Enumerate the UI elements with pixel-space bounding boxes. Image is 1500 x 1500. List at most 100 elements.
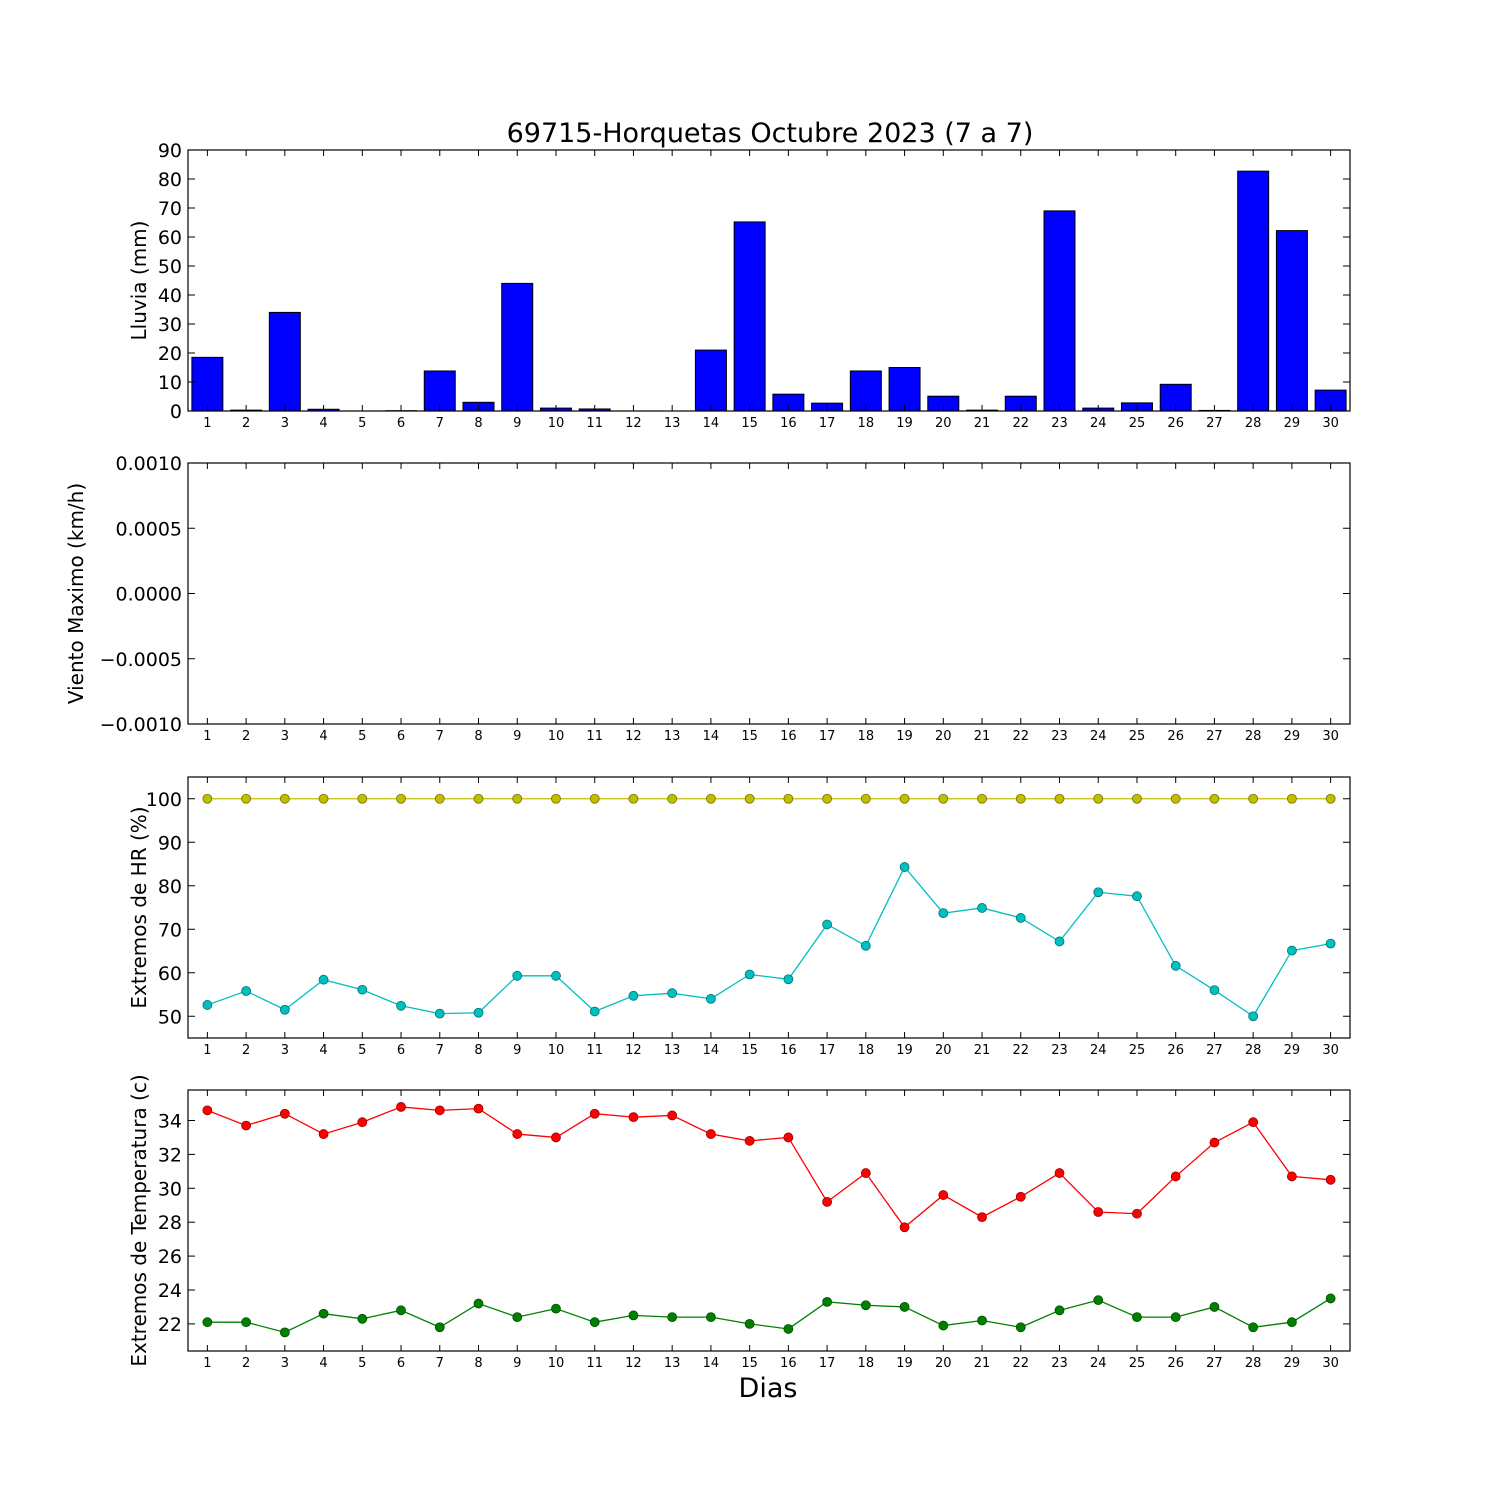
series-point xyxy=(744,1135,755,1146)
series-point xyxy=(1170,1171,1181,1182)
x-tick-label: 20 xyxy=(935,729,952,744)
series-point xyxy=(628,990,639,1001)
x-tick-label: 5 xyxy=(358,1356,366,1371)
series-point xyxy=(202,1000,213,1010)
y-tick-label: 90 xyxy=(158,832,182,854)
series-point xyxy=(1248,1322,1259,1333)
x-tick-label: 2 xyxy=(242,1043,250,1058)
x-tick-label: 24 xyxy=(1090,416,1107,431)
series-point xyxy=(473,1103,484,1114)
series-point xyxy=(318,974,329,985)
x-tick-label: 7 xyxy=(436,1043,444,1058)
x-tick-label: 28 xyxy=(1245,1043,1262,1058)
x-tick-label: 4 xyxy=(319,1356,327,1371)
series-point xyxy=(1015,793,1026,804)
x-tick-label: 1 xyxy=(203,1356,211,1371)
y-tick-label: 20 xyxy=(158,343,182,365)
x-tick-label: 2 xyxy=(242,729,250,744)
series-point xyxy=(938,1320,949,1331)
series-line-2 xyxy=(207,1297,1331,1334)
x-tick-label: 2 xyxy=(242,1356,250,1371)
x-tick-label: 1 xyxy=(203,729,211,744)
x-tick-label: 22 xyxy=(1012,416,1029,431)
x-tick-label: 30 xyxy=(1322,1356,1339,1371)
series-point xyxy=(1054,1305,1065,1316)
x-tick-label: 3 xyxy=(281,1356,289,1371)
series-point xyxy=(1209,1137,1220,1148)
y-tick-label: 30 xyxy=(158,1178,182,1200)
series-point xyxy=(1132,891,1142,902)
series-point xyxy=(1209,985,1220,996)
x-tick-label: 16 xyxy=(780,1356,797,1371)
x-tick-label: 3 xyxy=(281,416,289,431)
x-tick-label: 12 xyxy=(625,416,642,431)
x-tick-label: 26 xyxy=(1167,729,1184,744)
series-point xyxy=(357,1313,368,1324)
series-point xyxy=(1325,1293,1336,1304)
x-tick-label: 11 xyxy=(586,1356,603,1371)
y-axis-label: Viento Maximo (km/h) xyxy=(64,483,88,704)
x-tick-label: 26 xyxy=(1167,1356,1184,1371)
x-tick-label: 14 xyxy=(703,1356,720,1371)
x-tick-label: 4 xyxy=(319,1043,327,1058)
series-point xyxy=(706,793,716,804)
y-tick-label: 0 xyxy=(170,401,182,423)
rain-bar xyxy=(191,356,224,412)
series-point xyxy=(1132,1208,1142,1219)
x-tick-label: 19 xyxy=(896,1356,913,1371)
x-tick-label: 23 xyxy=(1051,416,1068,431)
x-tick-label: 7 xyxy=(436,729,444,744)
series-point xyxy=(241,1317,252,1328)
x-tick-label: 9 xyxy=(513,416,521,431)
series-point xyxy=(1287,945,1297,956)
series-point xyxy=(1054,1168,1065,1178)
y-axis-label: Lluvia (mm) xyxy=(127,221,151,341)
axes-frame xyxy=(187,149,1351,412)
rain-bar xyxy=(1043,210,1076,412)
series-point xyxy=(473,793,484,804)
x-tick-label: 28 xyxy=(1245,416,1262,431)
series-point xyxy=(473,1298,484,1309)
x-tick-label: 18 xyxy=(858,416,875,431)
x-tick-label: 12 xyxy=(625,729,642,744)
x-tick-label: 7 xyxy=(436,416,444,431)
x-tick-label: 20 xyxy=(935,1356,952,1371)
y-axis-label: Extremos de HR (%) xyxy=(127,806,151,1008)
x-tick-label: 13 xyxy=(664,416,681,431)
series-point xyxy=(589,793,600,804)
x-tick-label: 27 xyxy=(1206,729,1223,744)
x-tick-label: 2 xyxy=(242,416,250,431)
series-point xyxy=(822,1296,832,1307)
series-point xyxy=(628,793,639,804)
series-point xyxy=(899,1222,910,1233)
x-tick-label: 1 xyxy=(203,416,211,431)
x-tick-label: 13 xyxy=(664,729,681,744)
x-tick-label: 18 xyxy=(858,729,875,744)
series-point xyxy=(512,1129,523,1139)
x-tick-label: 7 xyxy=(436,1356,444,1371)
rain-bar xyxy=(501,282,534,412)
series-point xyxy=(512,793,523,804)
series-point xyxy=(551,793,561,804)
rain-bar xyxy=(423,370,456,412)
series-point xyxy=(434,1105,445,1116)
x-tick-label: 5 xyxy=(358,1043,366,1058)
x-tick-label: 26 xyxy=(1167,1043,1184,1058)
x-tick-label: 21 xyxy=(974,1043,991,1058)
x-tick-label: 24 xyxy=(1090,1043,1107,1058)
x-axis-label: Dias xyxy=(739,1373,798,1404)
x-tick-label: 17 xyxy=(819,1043,836,1058)
x-tick-label: 27 xyxy=(1206,1043,1223,1058)
series-point xyxy=(434,793,445,804)
x-tick-label: 24 xyxy=(1090,729,1107,744)
panels: 1 2 3 4 5 6 7 8 9 10 11 12 13 14 15 16 17 18 19 20 21 22 23 24 2… xyxy=(64,140,1351,1371)
series-point xyxy=(202,793,213,804)
series-point xyxy=(822,793,832,804)
x-tick-label: 15 xyxy=(741,1043,758,1058)
x-tick-label: 22 xyxy=(1012,729,1029,744)
y-tick-label: 0.0000 xyxy=(116,584,182,606)
x-tick-label: 19 xyxy=(896,416,913,431)
y-tick-label: 40 xyxy=(158,285,182,307)
x-tick-label: 16 xyxy=(780,1043,797,1058)
